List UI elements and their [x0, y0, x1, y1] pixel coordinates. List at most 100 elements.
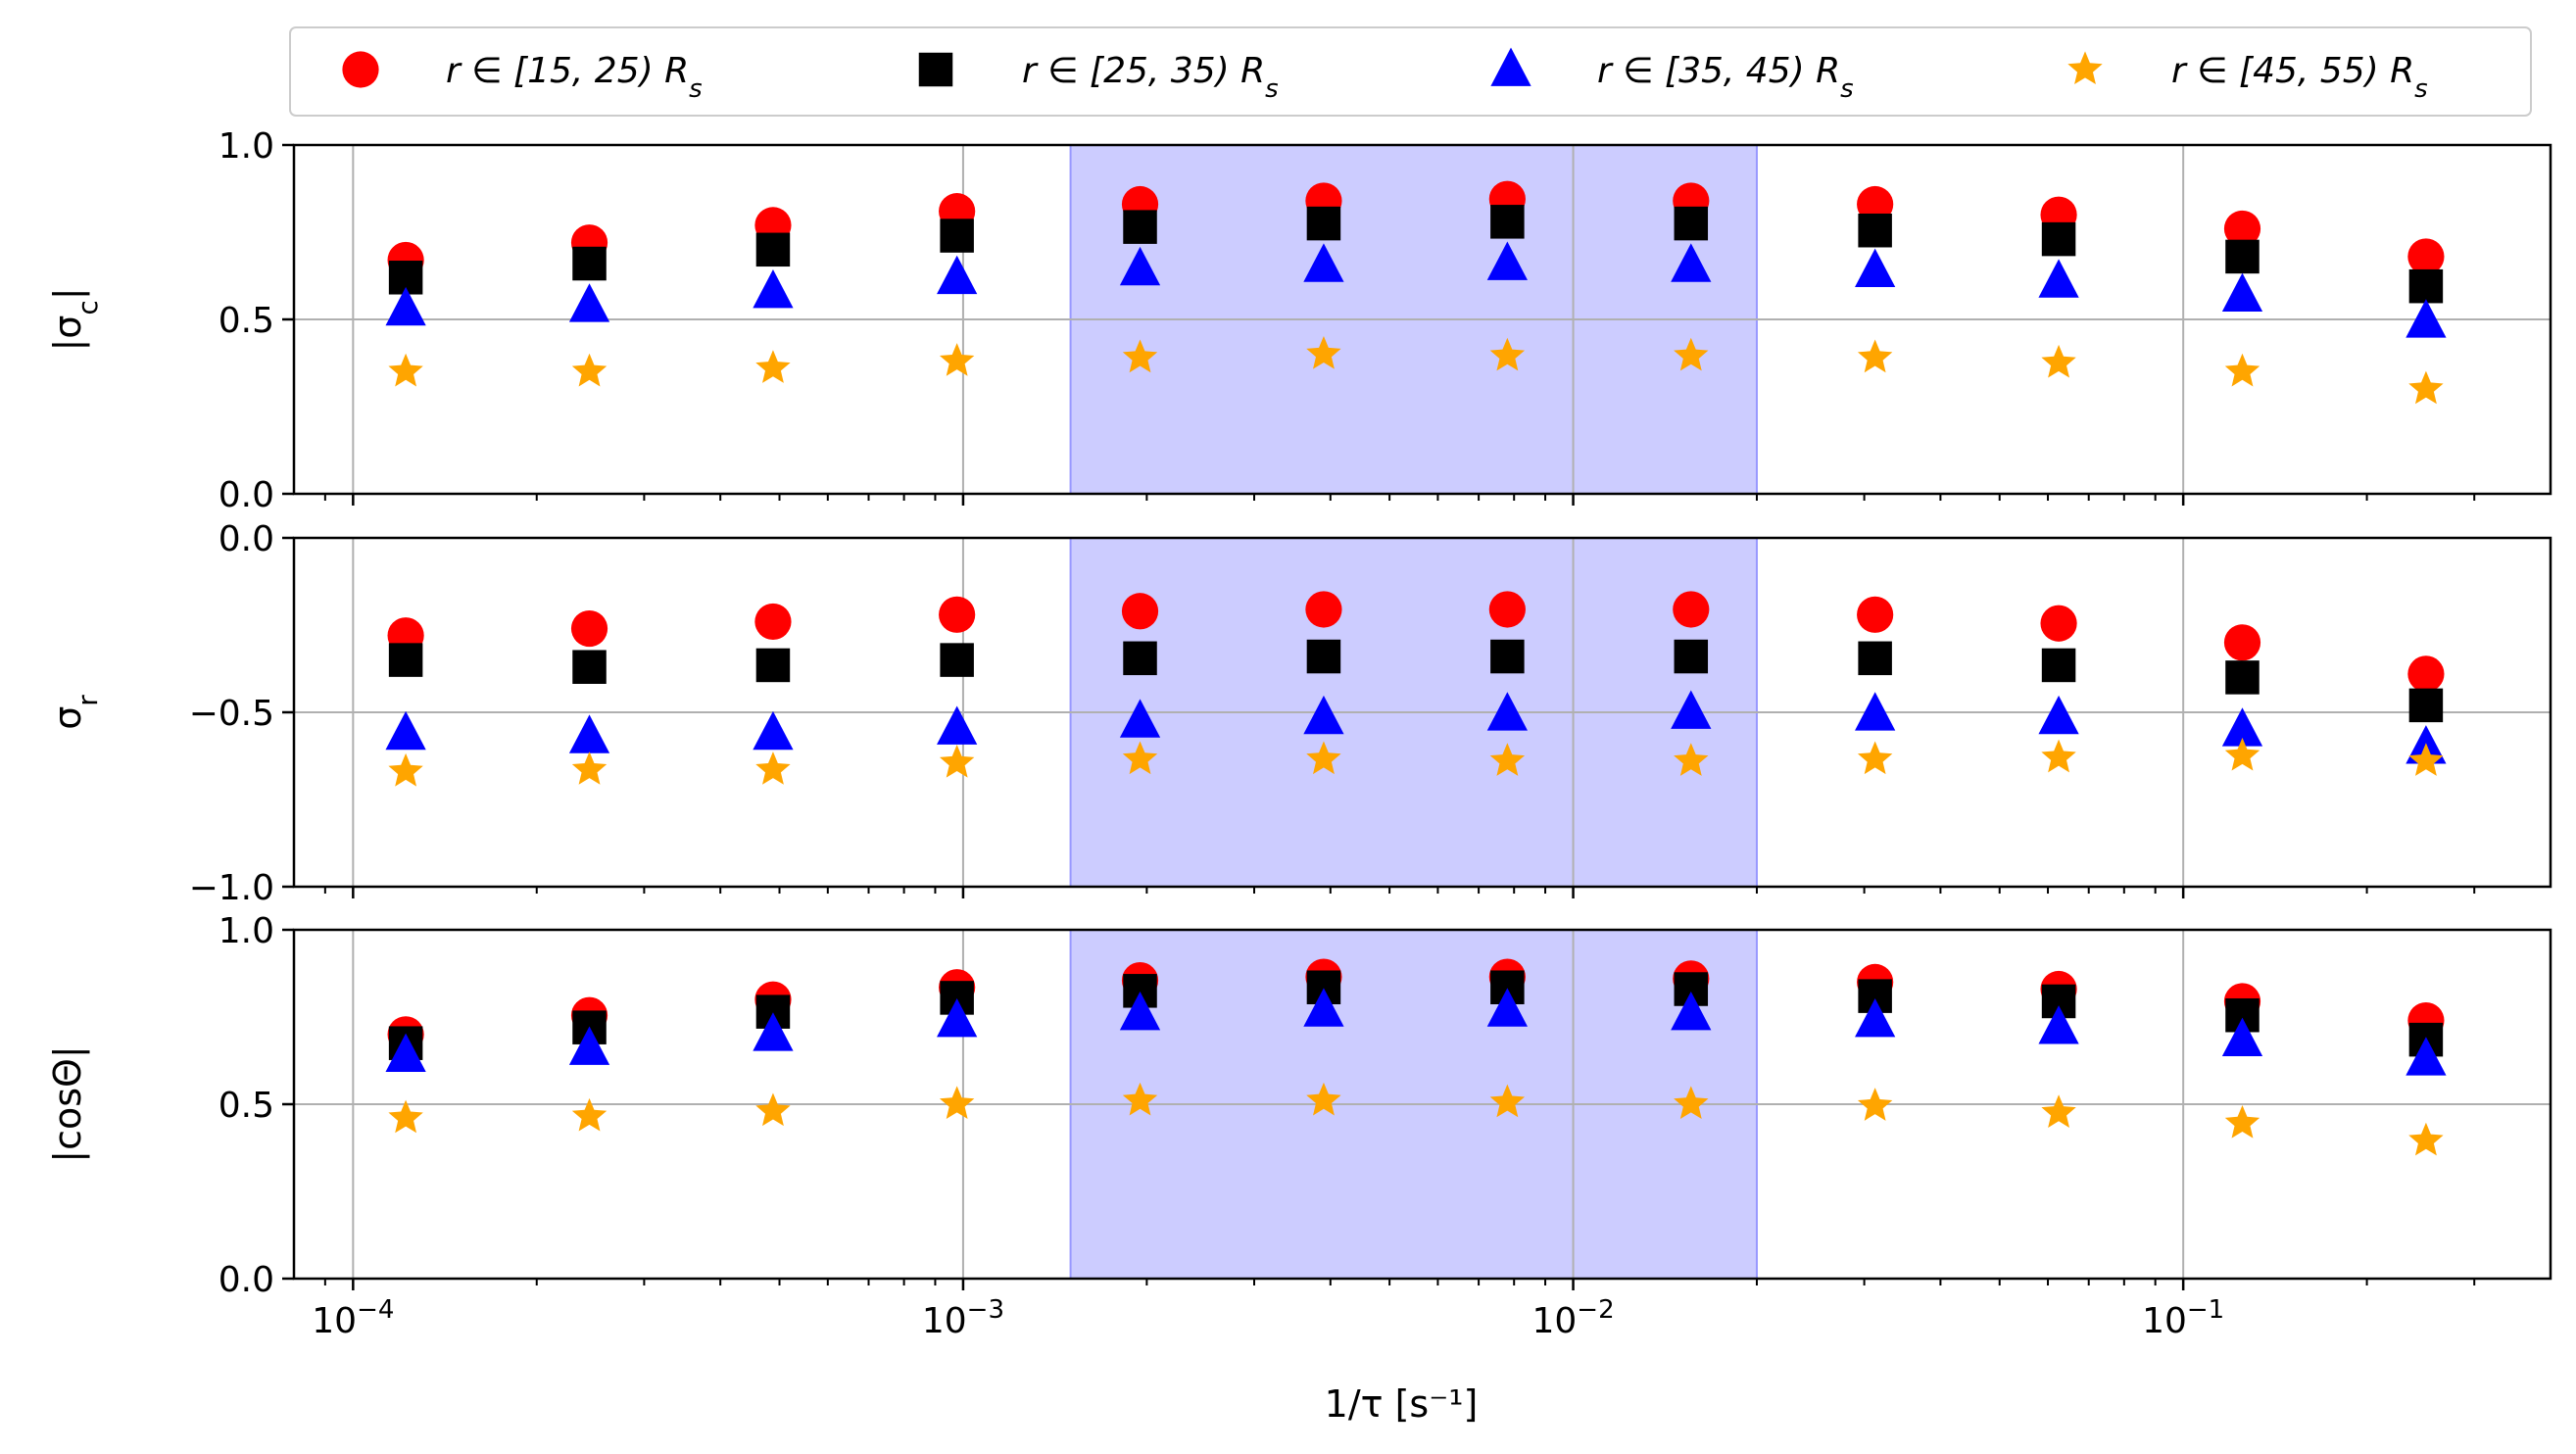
data-point-star	[1489, 1084, 1526, 1118]
plot-panels: 0.0 0.5 1.0 |σc| −1.0 −0.5 0.0 σr 0.0 0.5 1.0 |cosΘ…	[46, 126, 2552, 1341]
x-axis-label: 1/τ [s⁻¹]	[1325, 1382, 1479, 1426]
data-point-square	[2225, 239, 2260, 274]
data-point-star	[939, 343, 975, 376]
data-point-triangle	[2221, 272, 2263, 312]
data-point-triangle	[385, 286, 426, 326]
data-point-triangle	[2406, 1037, 2447, 1076]
data-point-triangle	[753, 1012, 794, 1051]
data-point-triangle	[1671, 991, 1712, 1031]
data-point-triangle	[2038, 259, 2079, 298]
data-point-circle	[2407, 238, 2445, 275]
data-point-star	[1857, 1088, 1893, 1121]
data-point-star	[2408, 1122, 2444, 1156]
y-tick-label: 1.0	[219, 911, 274, 951]
data-point-circle	[2223, 624, 2261, 661]
data-point-square	[1123, 641, 1157, 676]
data-point-square	[2408, 268, 2444, 304]
legend-entry-label: r ∈ [15, 25) Rs	[446, 51, 703, 104]
data-point-star	[1674, 337, 1709, 371]
data-point-square	[1858, 213, 1892, 248]
data-point-star	[388, 1099, 423, 1134]
data-point-square	[2408, 688, 2444, 723]
data-point-star	[571, 353, 608, 387]
data-point-star	[1122, 741, 1158, 775]
data-point-square	[1490, 205, 1525, 239]
legend-entry-label: r ∈ [25, 35) Rs	[1022, 51, 1279, 104]
data-point-square	[1123, 210, 1157, 244]
data-point-square	[940, 218, 974, 253]
data-point-circle	[1857, 185, 1894, 223]
data-point-star	[1857, 339, 1893, 373]
panel-3: 0.0 0.5 1.0 |cosΘ|	[46, 911, 2552, 1300]
data-point-triangle	[1119, 246, 1161, 286]
data-point-star	[1122, 339, 1158, 373]
data-point-square	[1490, 639, 1525, 674]
data-point-square	[572, 246, 607, 281]
data-point-circle	[2040, 605, 2077, 642]
data-point-star	[1122, 1082, 1158, 1116]
data-point-triangle	[1855, 692, 1896, 731]
data-point-star	[2041, 739, 2076, 773]
data-point-triangle	[1486, 988, 1528, 1027]
data-point-star	[2408, 370, 2444, 405]
data-point-star	[388, 353, 423, 387]
y-tick-label: 0.0	[219, 1260, 274, 1300]
data-point-star	[2067, 51, 2103, 85]
data-point-triangle	[2038, 695, 2079, 735]
data-point-star	[1674, 1086, 1709, 1120]
data-point-triangle	[1671, 690, 1712, 729]
data-point-star	[755, 751, 791, 785]
data-point-star	[2224, 1104, 2260, 1139]
data-point-star	[2408, 743, 2444, 776]
data-point-star	[939, 745, 975, 778]
data-point-star	[571, 751, 608, 785]
x-tick-label: 10−4	[312, 1295, 394, 1341]
data-point-square	[572, 650, 607, 684]
data-point-star	[755, 350, 791, 383]
data-point-triangle	[1855, 248, 1896, 288]
data-point-square	[1674, 639, 1709, 674]
data-point-triangle	[937, 998, 978, 1038]
data-point-star	[388, 752, 423, 787]
data-point-square	[388, 643, 423, 677]
data-point-star	[2224, 737, 2260, 771]
legend-entry-label: r ∈ [45, 55) Rs	[2171, 51, 2428, 104]
legend: r ∈ [15, 25) Rs r ∈ [25, 35) Rs r ∈ [35, 4…	[289, 26, 2532, 117]
data-point-circle	[2223, 210, 2261, 248]
data-point-triangle	[2038, 1005, 2079, 1044]
y-tick-label: 0.5	[219, 1086, 274, 1126]
data-point-star	[1489, 337, 1526, 371]
data-point-star	[1857, 741, 1893, 775]
data-point-square	[1674, 206, 1709, 241]
data-point-square	[755, 648, 791, 683]
data-point-square	[2041, 648, 2076, 683]
data-point-square	[940, 643, 974, 677]
data-point-circle	[939, 596, 976, 633]
data-point-triangle	[753, 710, 794, 751]
x-tick-label: 10−1	[2142, 1295, 2224, 1341]
x-tick-label: 10−3	[922, 1295, 1004, 1341]
data-point-triangle	[1671, 243, 1712, 282]
data-point-triangle	[1119, 991, 1161, 1031]
panel-1: 0.0 0.5 1.0 |σc|	[46, 126, 2552, 515]
y-tick-label: 1.0	[219, 126, 274, 167]
y-axis-label: |σc|	[46, 287, 104, 351]
data-point-triangle	[1855, 998, 1896, 1038]
data-point-triangle	[568, 714, 610, 753]
data-point-triangle	[2406, 299, 2447, 338]
data-point-circle	[342, 51, 379, 88]
data-point-star	[1489, 743, 1526, 776]
data-point-star	[2041, 1094, 2076, 1128]
x-tick-label: 10−2	[1531, 1295, 1614, 1341]
y-tick-label: 0.0	[219, 475, 274, 515]
data-point-square	[2041, 221, 2076, 257]
data-point-circle	[2407, 655, 2445, 693]
data-point-star	[2224, 353, 2260, 387]
legend-frame	[289, 26, 2532, 117]
y-tick-label: 0.5	[219, 301, 274, 341]
data-point-star	[571, 1097, 608, 1132]
data-point-circle	[1673, 591, 1710, 628]
data-point-square	[2225, 660, 2260, 695]
data-point-triangle	[1119, 699, 1161, 738]
data-point-star	[1306, 336, 1341, 369]
